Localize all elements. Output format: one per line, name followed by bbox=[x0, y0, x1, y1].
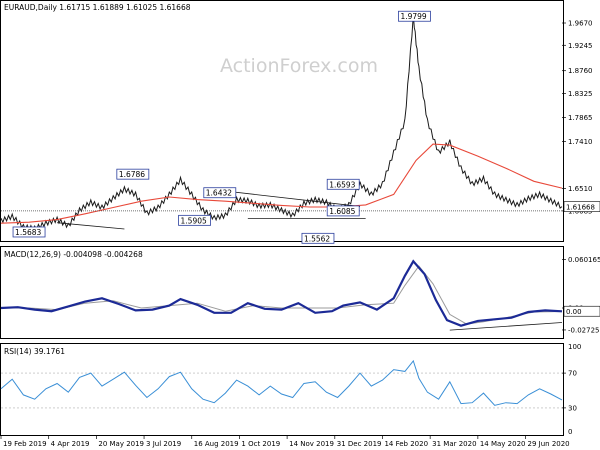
x-tick-label: 4 Apr 2019 bbox=[51, 440, 90, 448]
price-annotation-label: 1.6085 bbox=[329, 207, 355, 216]
price-annotation-box bbox=[178, 214, 211, 226]
current-price-value: 1.61668 bbox=[566, 204, 595, 212]
price-annotation-label: 1.6593 bbox=[329, 180, 355, 189]
x-tick-label: 31 Dec 2019 bbox=[337, 440, 382, 448]
x-tick-label: 14 Feb 2020 bbox=[384, 440, 428, 448]
price-series bbox=[0, 14, 563, 232]
x-axis: 19 Feb 2019 4 Apr 2019 20 May 2019 3 Jul 20… bbox=[0, 436, 570, 448]
rsi-title: RSI(14) 39.1761 bbox=[4, 347, 65, 356]
macd-tick-label: 0.060165 bbox=[568, 256, 600, 264]
x-tick-label: 14 May 2020 bbox=[480, 440, 526, 448]
price-tick-label: 1.9670 bbox=[568, 20, 593, 28]
rsi-panel: RSI(14) 39.1761 70 30 100 0 bbox=[0, 343, 581, 436]
price-annotation-label: 1.6786 bbox=[119, 170, 145, 179]
macd-panel-frame bbox=[0, 246, 564, 339]
x-tick-label: 14 Nov 2019 bbox=[289, 440, 334, 448]
macd-current-box bbox=[563, 305, 600, 317]
price-tick-label: 1.8325 bbox=[568, 90, 593, 98]
price-annotations: 1.5683 1.6786 1.5905 1.6432 1.5562 1.6085 1.65… bbox=[12, 10, 431, 244]
x-tick-label: 20 May 2019 bbox=[98, 440, 144, 448]
rsi-panel-frame bbox=[0, 343, 564, 436]
price-panel-frame bbox=[0, 0, 564, 242]
price-annotation-box bbox=[398, 10, 431, 22]
price-annotation-box bbox=[116, 168, 150, 180]
price-annotation-label: 1.9799 bbox=[400, 12, 426, 21]
macd-trendline bbox=[449, 322, 563, 331]
price-annotation-label: 1.6432 bbox=[206, 189, 232, 198]
macd-series bbox=[0, 259, 563, 327]
price-annotation-box bbox=[326, 205, 360, 217]
x-tick-label: 16 Aug 2019 bbox=[194, 440, 239, 448]
current-price-box bbox=[563, 201, 600, 212]
macd-current-value: 0.00 bbox=[566, 308, 582, 316]
price-panel: EURAUD,Daily 1.61715 1.61889 1.61025 1.6… bbox=[0, 0, 600, 244]
rsi-tick-label-min: 0 bbox=[568, 428, 572, 436]
price-annotation-box bbox=[12, 226, 46, 238]
macd-panel: MACD(12,26,9) -0.004098 -0.004268 0.0601… bbox=[0, 246, 600, 339]
rsi-series bbox=[0, 359, 563, 406]
x-tick-label: 19 Feb 2019 bbox=[3, 440, 47, 448]
x-tick-label: 31 Mar 2020 bbox=[432, 440, 476, 448]
watermark: ActionForex.com bbox=[220, 55, 378, 77]
rsi-tick-label: 70 bbox=[568, 370, 577, 378]
price-annotation-label: 1.5562 bbox=[304, 234, 330, 243]
macd-tick-label: -0.02725 bbox=[568, 326, 599, 334]
x-tick-label: 3 Jul 2019 bbox=[146, 440, 181, 448]
price-tick-label: 1.7410 bbox=[568, 138, 593, 146]
price-annotation-label: 1.5905 bbox=[181, 216, 207, 225]
rsi-tick-label-max: 100 bbox=[568, 343, 581, 351]
rsi-tick-label: 30 bbox=[568, 404, 577, 412]
price-tick-label: 1.6510 bbox=[568, 185, 593, 193]
current-price-label: 1.61668 bbox=[563, 201, 600, 212]
x-tick-label: 29 Jun 2020 bbox=[528, 440, 570, 448]
price-chart-title: EURAUD,Daily 1.61715 1.61889 1.61025 1.6… bbox=[4, 3, 191, 12]
x-tick-label: 1 Oct 2019 bbox=[241, 440, 280, 448]
rsi-axis-ticks: 70 30 100 0 bbox=[1, 343, 581, 436]
price-annotation-label: 1.5683 bbox=[15, 228, 41, 237]
price-tick-label: 1.8760 bbox=[568, 67, 593, 75]
price-annotation-box bbox=[203, 187, 237, 199]
price-tick-label: 1.9245 bbox=[568, 42, 593, 50]
macd-title: MACD(12,26,9) -0.004098 -0.004268 bbox=[4, 250, 143, 259]
price-annotation-box bbox=[326, 178, 360, 190]
price-annotation-box bbox=[301, 232, 335, 244]
price-tick-label: 1.7865 bbox=[568, 114, 593, 122]
